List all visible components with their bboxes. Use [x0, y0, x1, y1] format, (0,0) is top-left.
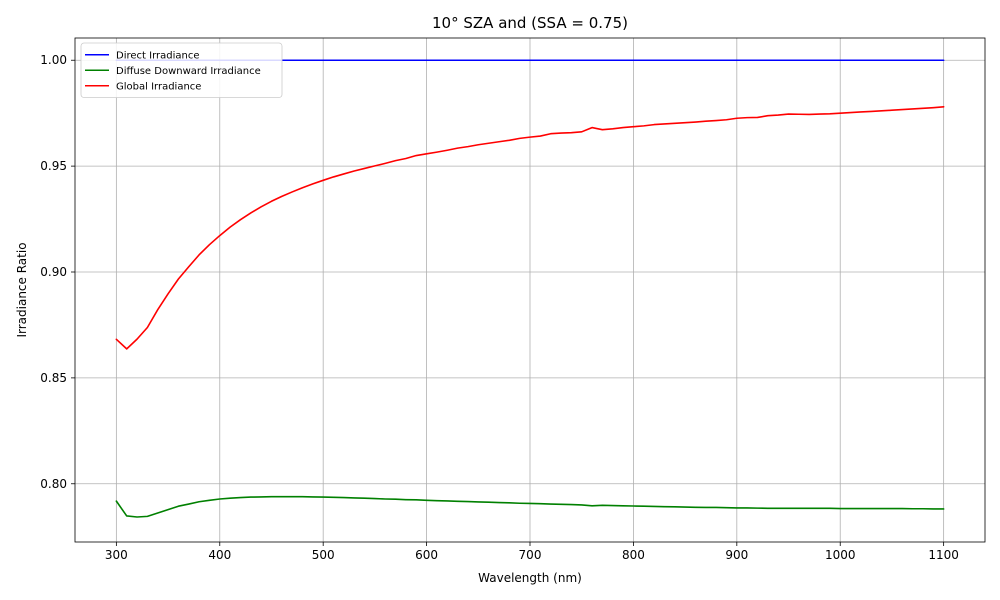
x-axis-label: Wavelength (nm)	[478, 571, 582, 585]
y-tick-label: 0.85	[40, 371, 67, 385]
legend-label: Direct Irradiance	[116, 50, 200, 61]
x-tick-label: 700	[519, 548, 542, 562]
axis-ticks: 300 400 500 600 700 800 900 1000 1100 0.80 0.85 0.9…	[40, 53, 959, 562]
x-tick-label: 1000	[825, 548, 856, 562]
legend-label: Diffuse Downward Irradiance	[116, 66, 261, 77]
legend-box	[80, 42, 283, 98]
chart-title: 10° SZA and (SSA = 0.75)	[432, 14, 628, 32]
x-tick-label: 300	[105, 548, 128, 562]
y-tick-label: 0.95	[40, 159, 67, 173]
y-tick-label: 0.90	[40, 265, 67, 279]
y-tick-label: 1.00	[40, 53, 67, 67]
x-tick-label: 500	[312, 548, 335, 562]
x-tick-label: 1100	[928, 548, 959, 562]
y-axis-label: Irradiance Ratio	[15, 242, 29, 337]
x-tick-label: 800	[622, 548, 645, 562]
legend: Direct Irradiance Diffuse Downward Irradi…	[80, 42, 283, 98]
series-line-global-irradiance	[115, 106, 945, 350]
legend-label: Global Irradiance	[116, 81, 201, 92]
y-tick-label: 0.80	[40, 477, 67, 491]
x-tick-label: 900	[725, 548, 748, 562]
x-tick-label: 400	[208, 548, 231, 562]
series-line-diffuse-downward-irradiance	[115, 495, 945, 518]
x-tick-label: 600	[415, 548, 438, 562]
